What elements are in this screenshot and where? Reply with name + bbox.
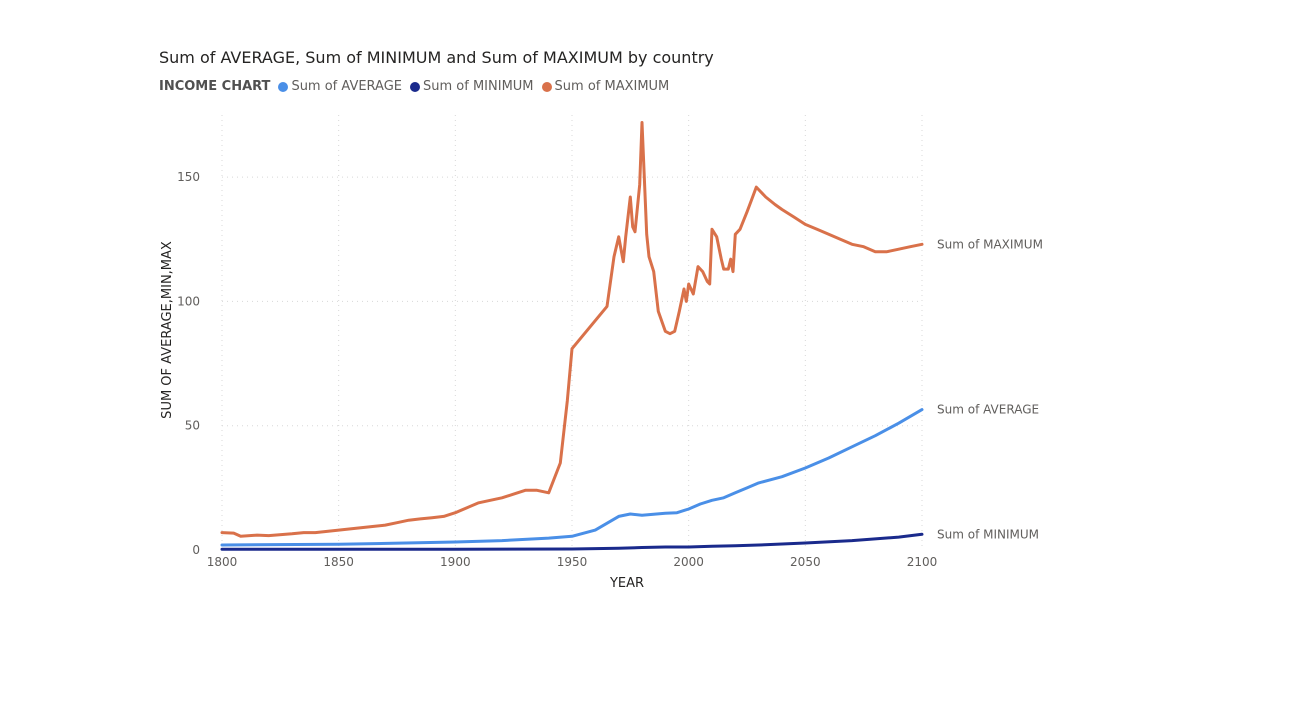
series-line-sum-of-maximum[interactable] [220, 121, 924, 538]
series-line-sum-of-average[interactable] [220, 408, 924, 547]
legend-minimum-dot-icon [410, 81, 421, 92]
legend-item-maximum[interactable]: Sum of MAXIMUM [541, 79, 670, 94]
legend-title: INCOME CHART [159, 79, 271, 94]
series-lines [220, 121, 924, 551]
x-tick-label-2000: 2000 [673, 555, 704, 569]
legend-item-average[interactable]: Sum of AVERAGE [278, 79, 402, 94]
y-axis-title: SUM OF AVERAGE,MIN,MAX [160, 241, 175, 419]
x-tick-label-2050: 2050 [790, 555, 821, 569]
x-tick-label-1850: 1850 [323, 555, 354, 569]
y-tick-label-150: 150 [177, 170, 200, 184]
x-tick-label-2100: 2100 [907, 555, 938, 569]
x-tick-label-1950: 1950 [557, 555, 588, 569]
legend-label-minimum: Sum of MINIMUM [423, 79, 534, 94]
legend-label-maximum: Sum of MAXIMUM [554, 79, 670, 94]
y-tick-label-100: 100 [177, 294, 200, 308]
legend-label-average: Sum of AVERAGE [291, 79, 403, 94]
y-tick-label-0: 0 [192, 543, 200, 557]
series-line-sum-of-minimum[interactable] [220, 532, 924, 551]
legend-item-minimum[interactable]: Sum of MINIMUM [410, 79, 534, 94]
end-label-sum-of-maximum: Sum of MAXIMUM [937, 237, 1043, 251]
tick-labels: 1800 1850 1900 1950 2000 2050 2100 0 50 100 150 [177, 170, 937, 569]
x-tick-label-1900: 1900 [440, 555, 471, 569]
series-end-labels: Sum of AVERAGE Sum of MINIMUM Sum of MAXIM… [937, 237, 1043, 541]
end-label-sum-of-average: Sum of AVERAGE [937, 403, 1039, 417]
x-tick-label-1800: 1800 [207, 555, 238, 569]
legend-average-dot-icon [278, 81, 289, 92]
y-tick-label-50: 50 [185, 419, 200, 433]
chart-title: Sum of AVERAGE, Sum of MINIMUM and Sum o… [159, 48, 714, 67]
x-axis-title: YEAR [609, 576, 644, 591]
grid [221, 115, 923, 550]
legend: INCOME CHART Sum of AVERAGE Sum of MINIM… [159, 79, 669, 94]
legend-maximum-dot-icon [541, 81, 552, 92]
end-label-sum-of-minimum: Sum of MINIMUM [937, 527, 1039, 541]
